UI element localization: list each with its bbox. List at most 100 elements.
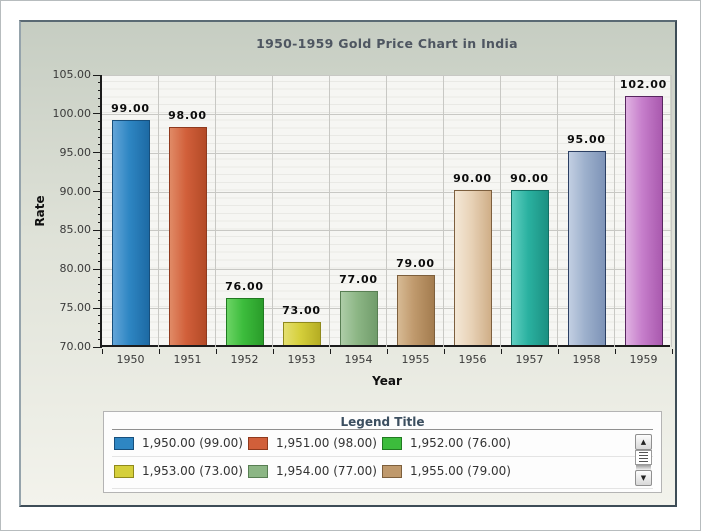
y-minor-tick xyxy=(98,183,102,185)
x-tick xyxy=(614,349,616,354)
legend-swatch-icon xyxy=(382,464,402,478)
bar-value-label: 102.00 xyxy=(619,78,668,92)
legend-title-divider xyxy=(112,429,653,430)
y-major-tick xyxy=(93,229,102,231)
y-major-tick xyxy=(93,307,102,309)
legend-item-label: 1,952.00 (76.00) xyxy=(410,436,511,450)
bar xyxy=(567,150,606,345)
y-minor-tick xyxy=(98,144,102,146)
legend-bottom-divider xyxy=(112,488,653,489)
y-tick-label: 105.00 xyxy=(52,68,92,81)
x-tick xyxy=(272,349,274,354)
bar-value-label: 90.00 xyxy=(510,171,549,185)
scroll-down-button[interactable]: ▼ xyxy=(635,470,652,486)
legend-scrollbar: ▲ ▼ xyxy=(635,434,652,486)
h-gridline xyxy=(102,75,672,76)
scroll-thumb-grip-icon xyxy=(639,452,648,463)
v-gridline xyxy=(215,75,216,347)
y-minor-tick xyxy=(98,175,102,177)
x-tick-label: 1953 xyxy=(287,353,316,366)
y-tick-label: 85.00 xyxy=(59,223,92,237)
y-minor-tick xyxy=(98,136,102,138)
y-major-tick xyxy=(93,74,102,76)
v-gridline xyxy=(614,75,615,347)
y-minor-tick xyxy=(98,261,102,262)
y-minor-tick xyxy=(98,82,102,84)
y-minor-tick xyxy=(98,292,102,294)
bar xyxy=(168,127,207,345)
h-gridline xyxy=(102,191,672,193)
x-tick-label: 1955 xyxy=(401,353,430,366)
x-tick-label: 1951 xyxy=(173,353,202,366)
v-gridline xyxy=(671,75,672,347)
legend-swatch-icon xyxy=(248,464,268,478)
bar-value-label: 77.00 xyxy=(339,272,378,286)
y-tick-label: 75.00 xyxy=(59,301,92,315)
x-tick xyxy=(215,349,217,354)
y-minor-tick xyxy=(98,159,102,161)
legend-item-label: 1,950.00 (99.00) xyxy=(142,436,243,450)
y-tick-label: 95.00 xyxy=(59,145,92,159)
x-tick xyxy=(671,349,673,354)
v-gridline xyxy=(500,75,501,347)
y-minor-tick xyxy=(98,97,102,99)
scroll-up-icon: ▲ xyxy=(640,438,647,446)
y-major-tick xyxy=(93,346,102,348)
legend-item: 1,950.00 (99.00) xyxy=(114,436,243,450)
x-tick xyxy=(443,349,445,354)
y-minor-tick xyxy=(98,128,102,130)
y-minor-tick xyxy=(98,237,102,239)
y-minor-tick xyxy=(98,323,102,325)
chart-title: 1950-1959 Gold Price Chart in India xyxy=(256,36,518,51)
y-tick-label: 90.00 xyxy=(59,184,92,198)
bar xyxy=(282,321,321,345)
y-minor-tick xyxy=(98,338,102,340)
y-axis-title: Rate xyxy=(33,195,47,227)
legend-item: 1,952.00 (76.00) xyxy=(382,436,511,450)
bar-value-label: 99.00 xyxy=(111,101,150,115)
y-minor-tick xyxy=(98,214,102,216)
scroll-track[interactable] xyxy=(636,465,651,470)
y-minor-tick xyxy=(98,245,102,247)
scroll-up-button[interactable]: ▲ xyxy=(635,434,652,450)
bar xyxy=(339,290,378,345)
x-tick xyxy=(386,349,388,354)
legend-item: 1,951.00 (98.00) xyxy=(248,436,377,450)
bar-value-label: 90.00 xyxy=(453,171,492,185)
bar-value-label: 73.00 xyxy=(282,303,321,317)
legend-swatch-icon xyxy=(382,436,402,450)
legend-title: Legend Title xyxy=(340,415,425,429)
bar xyxy=(396,275,435,345)
y-tick-label: 70.00 xyxy=(59,340,92,353)
legend-item-label: 1,951.00 (98.00) xyxy=(276,436,377,450)
legend-swatch-icon xyxy=(114,436,134,450)
legend-item-label: 1,953.00 (73.00) xyxy=(142,464,243,478)
bar xyxy=(510,189,549,345)
y-minor-tick xyxy=(98,330,102,332)
y-minor-tick xyxy=(98,253,102,255)
h-gridline xyxy=(102,308,672,310)
x-tick-label: 1957 xyxy=(515,353,544,366)
y-minor-tick xyxy=(98,315,102,317)
bar-value-label: 98.00 xyxy=(168,109,207,123)
x-tick-label: 1950 xyxy=(116,353,145,366)
y-tick-label: 80.00 xyxy=(59,262,92,276)
x-tick-label: 1958 xyxy=(572,353,601,366)
y-minor-tick xyxy=(98,206,102,208)
legend-item-label: 1,955.00 (79.00) xyxy=(410,464,511,478)
y-minor-tick xyxy=(98,198,102,200)
v-gridline xyxy=(386,75,387,347)
legend-item-label: 1,954.00 (77.00) xyxy=(276,464,377,478)
y-tick-label: 100.00 xyxy=(52,106,92,120)
y-minor-tick xyxy=(98,276,102,278)
y-minor-tick xyxy=(98,121,102,123)
bar xyxy=(624,96,663,345)
bar-value-label: 76.00 xyxy=(225,280,264,294)
v-gridline xyxy=(443,75,444,347)
scroll-thumb[interactable] xyxy=(635,450,652,465)
y-minor-tick xyxy=(98,222,102,224)
v-gridline xyxy=(158,75,159,347)
x-tick xyxy=(329,349,331,354)
y-major-tick xyxy=(93,191,102,193)
chart-panel: 1950-1959 Gold Price Chart in India 99.0… xyxy=(19,20,677,507)
